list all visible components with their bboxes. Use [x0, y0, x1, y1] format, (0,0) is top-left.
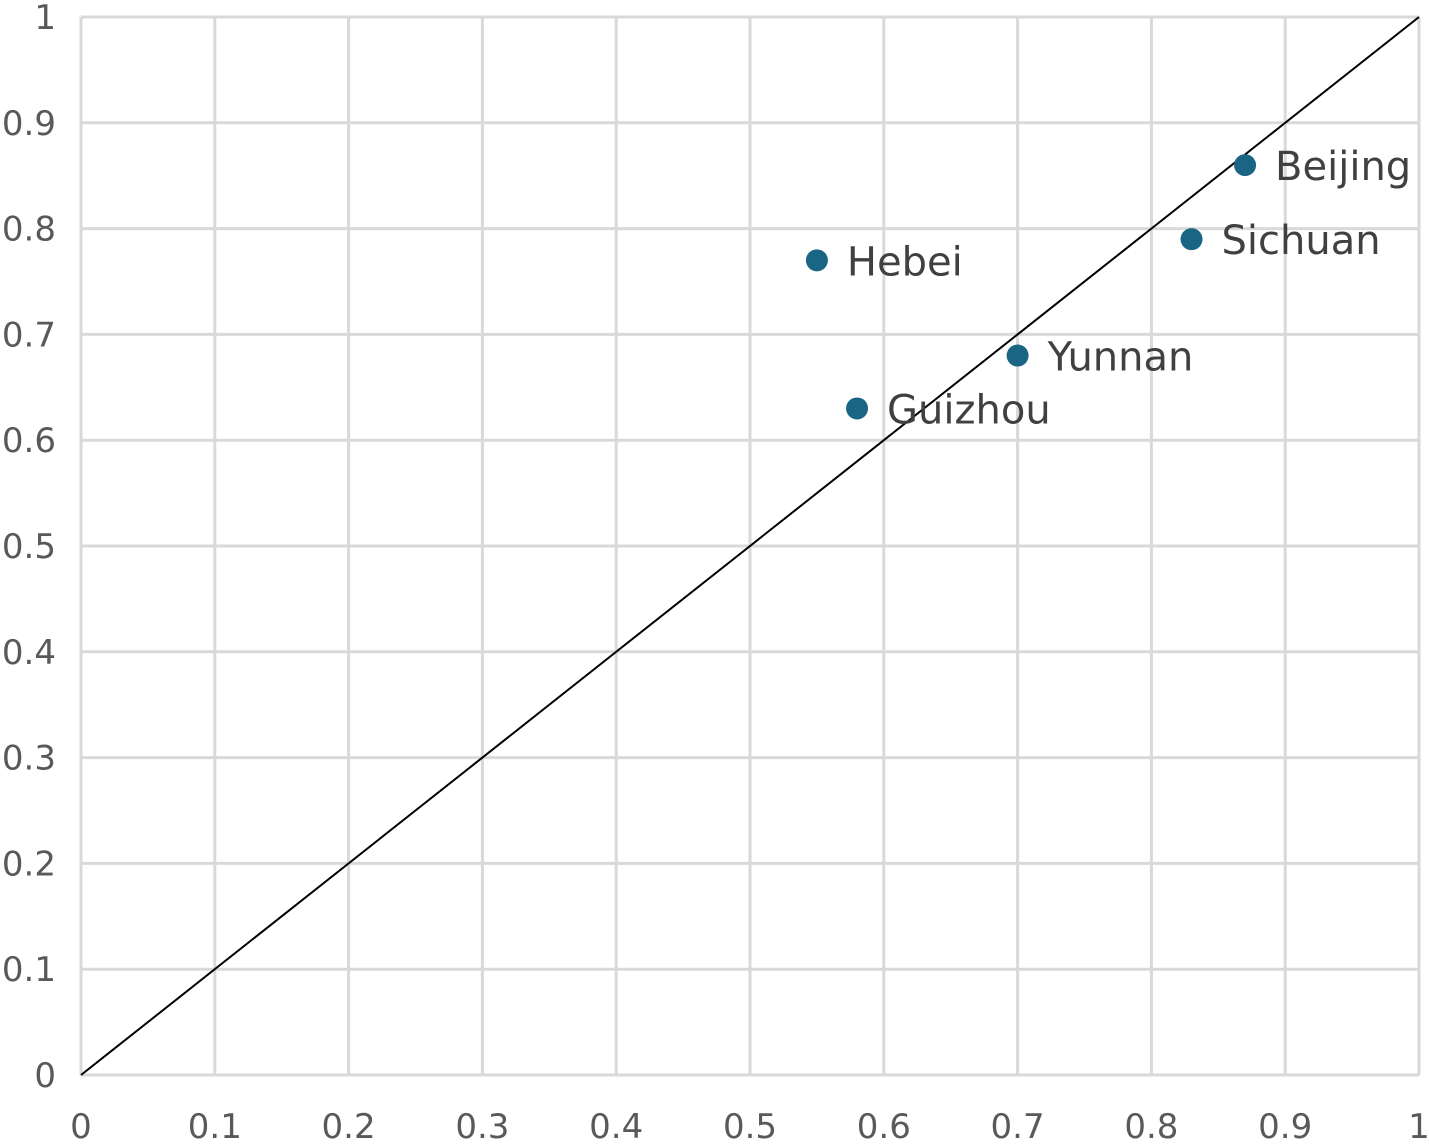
y-axis-ticks: 0 0.1 0.2 0.3 0.4 0.5 0.6 0.7 0.8 0.9 1 [2, 0, 56, 1096]
y-tick-label: 1 [34, 0, 56, 38]
y-tick-label: 0.6 [2, 421, 56, 461]
x-tick-label: 0.4 [589, 1107, 643, 1145]
x-tick-label: 0.5 [723, 1107, 777, 1145]
data-label-guizhou: Guizhou [887, 387, 1051, 433]
x-tick-label: 0.1 [188, 1107, 242, 1145]
y-tick-label: 0.2 [2, 844, 56, 884]
y-tick-label: 0.3 [2, 739, 56, 779]
data-point-hebei [805, 249, 828, 272]
y-tick-label: 0.1 [2, 950, 56, 990]
data-label-sichuan: Sichuan [1222, 218, 1381, 264]
data-point-beijing [1234, 154, 1257, 177]
data-labels: Beijing Sichuan Hebei Yunnan Guizhou [847, 144, 1411, 433]
y-tick-label: 0.9 [2, 104, 56, 144]
x-tick-label: 0.2 [322, 1107, 376, 1145]
x-tick-label: 0.8 [1124, 1107, 1178, 1145]
data-point-guizhou [846, 397, 869, 420]
data-point-yunnan [1006, 344, 1029, 367]
y-tick-label: 0.8 [2, 210, 56, 250]
data-label-beijing: Beijing [1275, 144, 1411, 190]
x-tick-label: 0.9 [1258, 1107, 1312, 1145]
y-tick-label: 0.5 [2, 527, 56, 567]
data-points [805, 154, 1257, 420]
y-tick-label: 0 [34, 1056, 56, 1096]
x-tick-label: 0 [70, 1107, 92, 1145]
reference-line-group [80, 16, 1420, 1076]
y-tick-label: 0.4 [2, 633, 56, 673]
x-tick-label: 0.6 [857, 1107, 911, 1145]
data-label-yunnan: Yunnan [1047, 335, 1194, 381]
x-tick-label: 0.7 [991, 1107, 1045, 1145]
data-label-hebei: Hebei [847, 239, 963, 285]
x-axis-ticks: 0 0.1 0.2 0.3 0.4 0.5 0.6 0.7 0.8 0.9 1 [70, 1107, 1429, 1145]
grid [79, 15, 1421, 1077]
reference-line [80, 16, 1420, 1076]
data-point-sichuan [1180, 228, 1203, 251]
x-tick-label: 0.3 [455, 1107, 509, 1145]
x-tick-label: 1 [1408, 1107, 1429, 1145]
y-tick-label: 0.7 [2, 315, 56, 355]
